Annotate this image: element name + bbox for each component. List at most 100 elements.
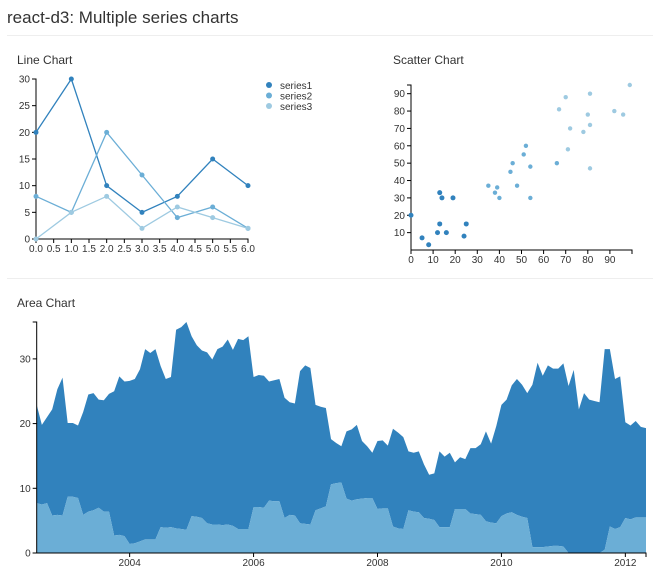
data-point-series2	[174, 215, 180, 221]
scatter-point	[439, 195, 445, 201]
x-tick-label: 2012	[614, 558, 637, 569]
line-chart: Line Chart 0.0 0.5 1.0 1.5 2.0 2.5 3.0 3.5 4.0 4.…	[17, 53, 313, 255]
scatter-point	[419, 235, 425, 241]
scatter-point	[450, 195, 456, 201]
scatter-point	[437, 221, 443, 227]
x-tick-label: 0.0	[29, 244, 43, 255]
x-tick-label: 1.5	[82, 244, 96, 255]
scatter-point	[443, 230, 449, 236]
x-tick-label: 50	[516, 255, 528, 266]
x-tick-label: 2008	[366, 558, 389, 569]
x-tick-label: 60	[538, 255, 550, 266]
divider	[7, 278, 653, 279]
scatter-point	[521, 152, 526, 157]
scatter-point	[581, 129, 586, 135]
y-tick-label: 5	[24, 208, 30, 219]
y-tick-label: 60	[394, 141, 406, 152]
x-tick-label: 3.5	[153, 244, 167, 255]
data-point-series1	[139, 209, 145, 215]
data-point-series1	[174, 193, 180, 199]
legend-marker-series1	[266, 82, 272, 88]
scatter-point	[567, 126, 573, 131]
y-tick-label: 25	[19, 101, 31, 112]
scatter-point	[612, 108, 617, 114]
data-point-series1	[245, 183, 251, 189]
x-tick-label: 0	[408, 255, 414, 266]
x-tick-label: 5.0	[206, 244, 220, 255]
scatter-point	[437, 190, 443, 196]
scatter-point	[408, 212, 414, 218]
y-tick-label: 15	[19, 155, 31, 166]
x-tick-label: 4.5	[188, 244, 202, 255]
x-tick-label: 40	[494, 255, 506, 266]
scatter-point	[528, 195, 533, 201]
legend-marker-series3	[266, 103, 272, 109]
x-tick-label: 2004	[119, 558, 142, 569]
scatter-point	[514, 183, 520, 188]
area-series-top	[36, 322, 646, 553]
scatter-chart-title: Scatter Chart	[393, 53, 464, 67]
data-point-series3	[33, 236, 39, 242]
scatter-point	[486, 183, 491, 188]
legend-label-series2: series2	[280, 92, 313, 103]
area-chart-title: Area Chart	[17, 296, 76, 310]
x-tick-label: 5.5	[223, 244, 237, 255]
scatter-chart: Scatter Chart 0 10 20 30 40 50 60 70 80 90 10 20 30 4…	[393, 53, 633, 266]
scatter-point	[627, 82, 632, 88]
scatter-point	[585, 112, 590, 117]
x-tick-label: 10	[428, 255, 440, 266]
y-tick-label: 30	[394, 193, 406, 204]
data-point-series2	[104, 129, 110, 135]
data-point-series3	[174, 204, 180, 210]
data-point-series3	[210, 215, 216, 221]
page-title: react-d3: Multiple series charts	[7, 8, 239, 27]
x-tick-label: 70	[560, 255, 572, 266]
x-tick-label: 0.5	[47, 244, 61, 255]
x-tick-label: 2010	[490, 558, 513, 569]
scatter-point	[587, 122, 593, 128]
legend-label-series3: series3	[280, 102, 313, 113]
line-chart-title: Line Chart	[17, 53, 73, 67]
y-tick-label: 20	[394, 211, 406, 222]
x-tick-label: 90	[604, 255, 616, 266]
scatter-point	[508, 169, 513, 175]
area-chart: Area Chart 2004 2006 2008 2010 2012 0 10 20 30	[17, 296, 647, 569]
y-tick-label: 30	[19, 75, 31, 86]
line-series1	[35, 77, 249, 214]
x-tick-label: 2.0	[100, 244, 114, 255]
scatter-point	[435, 230, 441, 236]
divider	[7, 35, 653, 36]
scatter-point	[463, 221, 469, 227]
line-series3	[35, 195, 249, 240]
data-point-series3	[68, 209, 74, 215]
scatter-point	[461, 233, 467, 239]
scatter-point	[523, 143, 529, 148]
x-tick-label: 6.0	[241, 244, 255, 255]
axis-lines	[407, 84, 633, 254]
data-point-series1	[33, 129, 39, 135]
data-point-series1	[210, 156, 216, 162]
x-tick-label: 4.0	[170, 244, 184, 255]
scatter-point	[554, 160, 560, 166]
data-point-series3	[104, 193, 110, 199]
x-tick-label: 80	[582, 255, 594, 266]
scatter-point	[510, 160, 515, 166]
scatter-point	[497, 195, 502, 201]
y-tick-label: 50	[394, 159, 406, 170]
x-tick-label: 1.0	[64, 244, 78, 255]
data-point-series3	[139, 225, 145, 231]
y-tick-label: 80	[394, 107, 406, 118]
data-point-series2	[139, 172, 145, 178]
y-tick-label: 70	[394, 124, 406, 135]
y-tick-label: 0	[24, 235, 30, 246]
y-tick-label: 10	[20, 484, 32, 495]
y-tick-label: 10	[19, 181, 31, 192]
scatter-point	[587, 166, 593, 171]
data-point-series1	[68, 76, 74, 82]
y-tick-label: 90	[394, 89, 406, 100]
x-tick-label: 3.0	[135, 244, 149, 255]
y-tick-label: 40	[394, 176, 406, 187]
x-tick-label: 2006	[242, 558, 265, 569]
legend-marker-series2	[266, 92, 272, 99]
x-tick-label: 2.5	[117, 244, 131, 255]
